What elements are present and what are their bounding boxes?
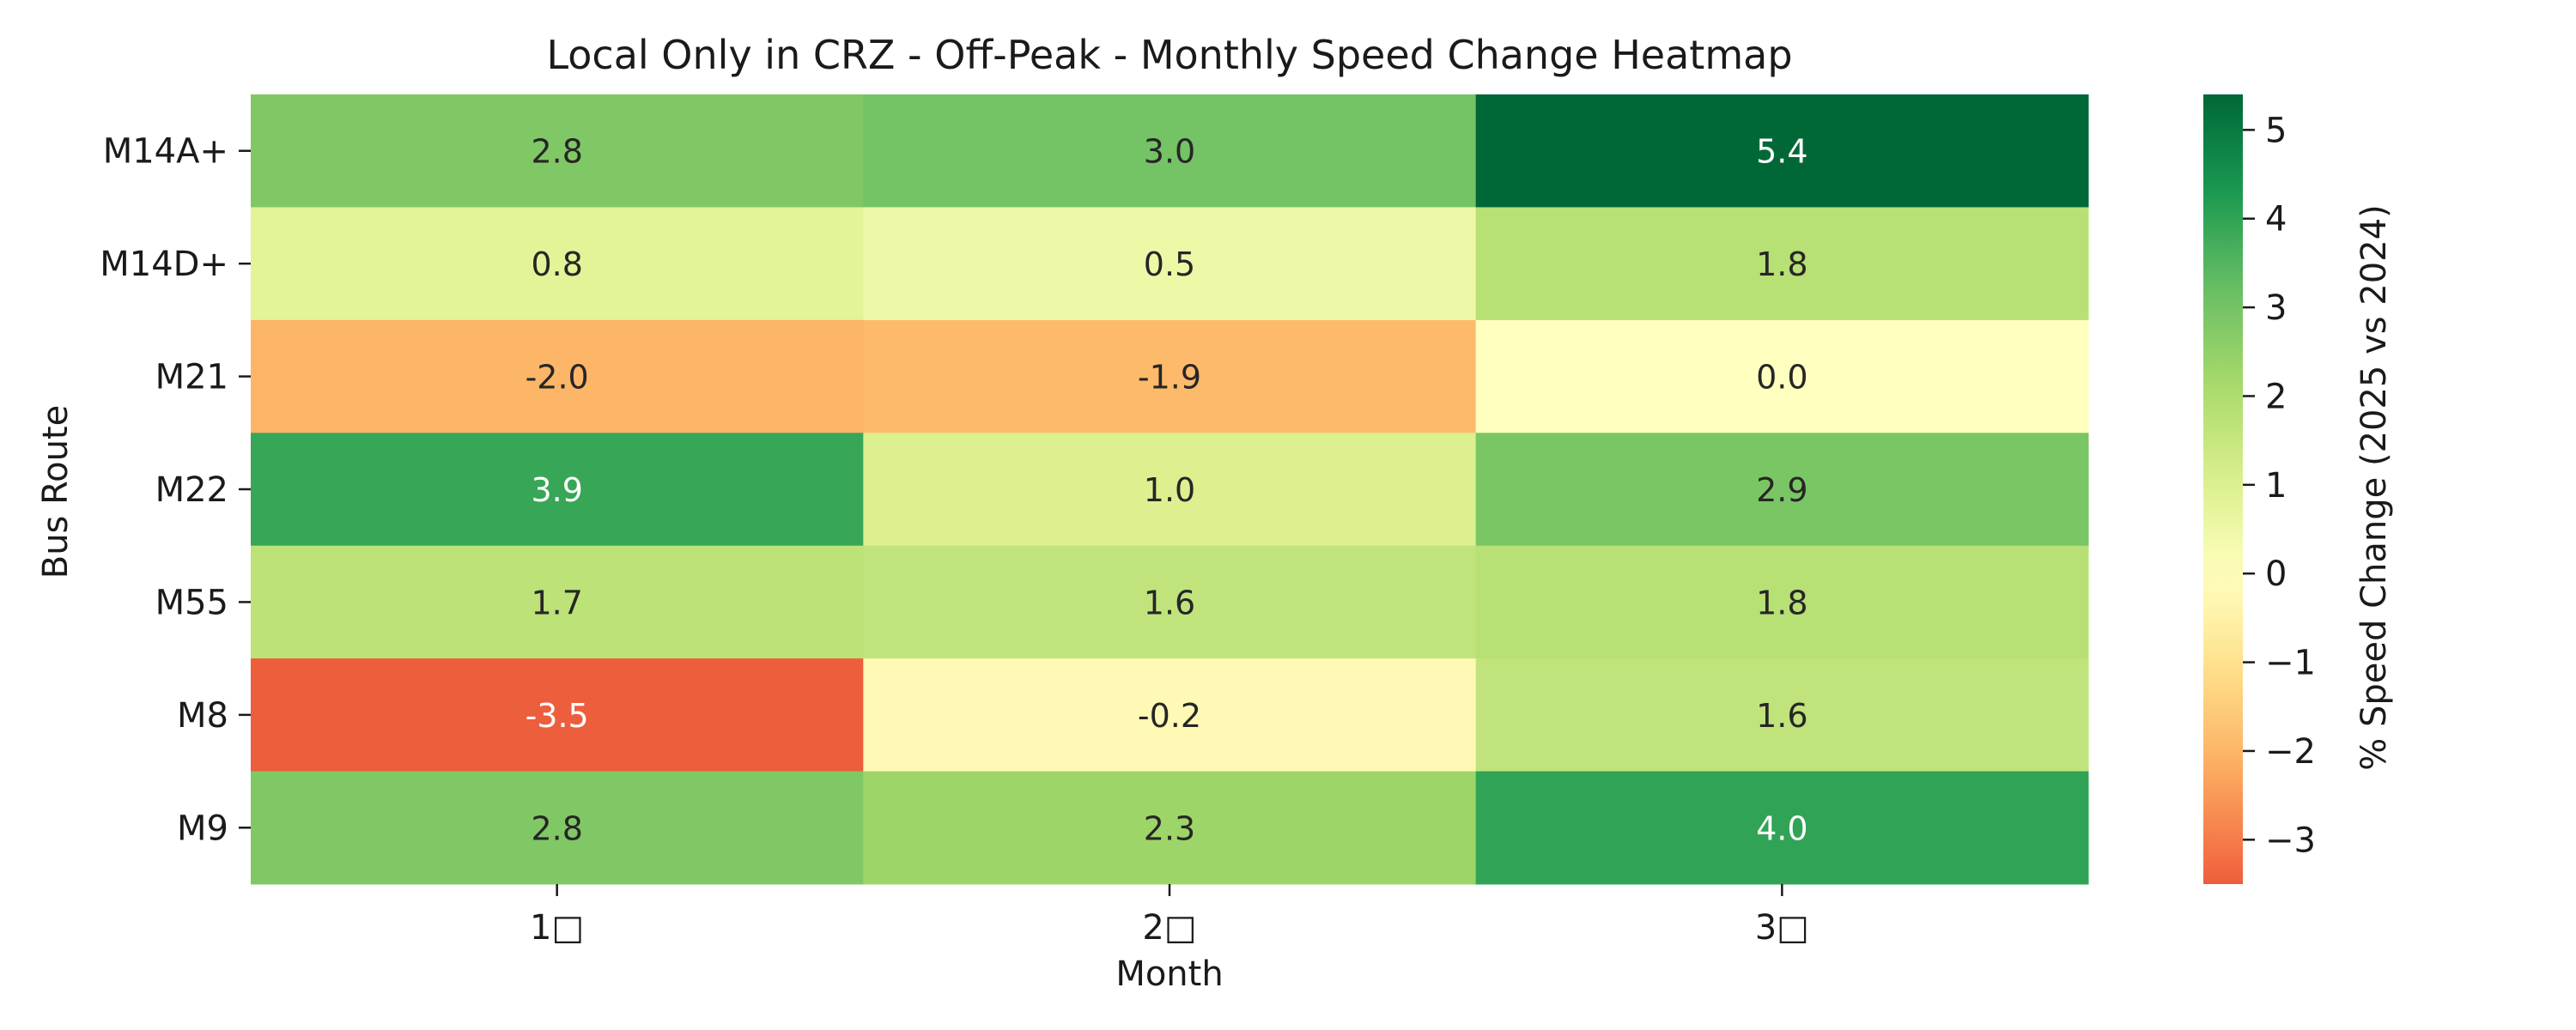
chart-title: Local Only in CRZ - Off-Peak - Monthly S… — [546, 32, 1792, 78]
x-tick-label: 2□ — [1142, 908, 1196, 948]
heatmap-cell — [251, 545, 864, 659]
heatmap-cell — [1475, 658, 2089, 772]
colorbar-tick-label: 5 — [2265, 111, 2287, 150]
cell-value-label: 1.7 — [531, 584, 582, 621]
cell-value-label: -2.0 — [526, 359, 589, 397]
y-tick-label: M55 — [155, 583, 228, 622]
cell-value-label: 1.6 — [1144, 584, 1195, 621]
heatmap-cell — [251, 207, 864, 321]
colorbar-tick-label: −3 — [2265, 821, 2316, 860]
heatmap-cell — [1475, 94, 2089, 208]
colorbar-tick-label: −2 — [2265, 732, 2316, 772]
cell-value-label: -3.5 — [526, 697, 589, 735]
heatmap-cells: 2.8 3.0 5.4 0.8 0.5 1.8 -2.0 -1.9 0.0 3.9 1.0 2.9 1.… — [251, 94, 2089, 885]
heatmap-cell — [863, 207, 1477, 321]
cell-value-label: -1.9 — [1138, 359, 1201, 397]
heatmap-cell — [251, 319, 864, 433]
colorbar-tick-label: 4 — [2265, 200, 2287, 239]
cell-value-label: 2.3 — [1144, 809, 1195, 847]
cell-value-label: 1.6 — [1756, 697, 1807, 735]
cell-value-label: 0.0 — [1756, 359, 1807, 397]
y-tick-label: M22 — [155, 470, 228, 510]
cell-value-label: 3.9 — [531, 471, 582, 509]
y-tick-label: M14D+ — [100, 245, 228, 284]
colorbar: 5 4 3 2 1 0 −1 −2 −3 — [2203, 94, 2316, 884]
heatmap-cell — [863, 658, 1477, 772]
colorbar-tick-label: −1 — [2265, 644, 2316, 683]
cell-value-label: 3.0 — [1144, 133, 1195, 171]
cell-value-label: 1.8 — [1756, 245, 1807, 283]
heatmap-cell — [251, 771, 864, 885]
heatmap-cell — [863, 94, 1477, 208]
x-axis: 1□ 2□ 3□ — [530, 884, 1809, 948]
heatmap-cell — [863, 319, 1477, 433]
colorbar-tick-label: 1 — [2265, 466, 2287, 506]
y-tick-label: M8 — [177, 696, 228, 736]
x-axis-label: Month — [1115, 954, 1223, 994]
heatmap-cell — [251, 658, 864, 772]
colorbar-label: % Speed Change (2025 vs 2024) — [2354, 204, 2394, 770]
cell-value-label: 5.4 — [1756, 133, 1807, 171]
cell-value-label: 2.9 — [1756, 471, 1807, 509]
heatmap-cell — [1475, 207, 2089, 321]
cell-value-label: 2.8 — [531, 809, 582, 847]
x-tick-label: 3□ — [1755, 908, 1809, 948]
y-tick-label: M21 — [155, 358, 228, 397]
x-tick-label: 1□ — [530, 908, 584, 948]
heatmap-cell — [1475, 545, 2089, 659]
heatmap-cell — [251, 94, 864, 208]
colorbar-tick-label: 3 — [2265, 288, 2287, 328]
colorbar-gradient — [2203, 94, 2243, 884]
heatmap-cell — [1475, 433, 2089, 547]
cell-value-label: 1.0 — [1144, 471, 1195, 509]
heatmap-cell — [1475, 771, 2089, 885]
heatmap-cell — [863, 433, 1477, 547]
heatmap-cell — [1475, 319, 2089, 433]
heatmap-cell — [863, 545, 1477, 659]
colorbar-tick-label: 0 — [2265, 554, 2287, 594]
cell-value-label: 2.8 — [531, 133, 582, 171]
y-axis: M14A+ M14D+ M21 M22 M55 M8 M9 — [100, 132, 251, 848]
cell-value-label: 1.8 — [1756, 584, 1807, 621]
y-tick-label: M14A+ — [103, 132, 228, 172]
heatmap-cell — [251, 433, 864, 547]
cell-value-label: 4.0 — [1756, 809, 1807, 847]
colorbar-tick-label: 2 — [2265, 377, 2287, 416]
cell-value-label: -0.2 — [1138, 697, 1201, 735]
y-axis-label: Bus Route — [36, 405, 76, 579]
y-tick-label: M9 — [177, 809, 228, 848]
cell-value-label: 0.8 — [531, 245, 582, 283]
heatmap-cell — [863, 771, 1477, 885]
cell-value-label: 0.5 — [1144, 245, 1195, 283]
